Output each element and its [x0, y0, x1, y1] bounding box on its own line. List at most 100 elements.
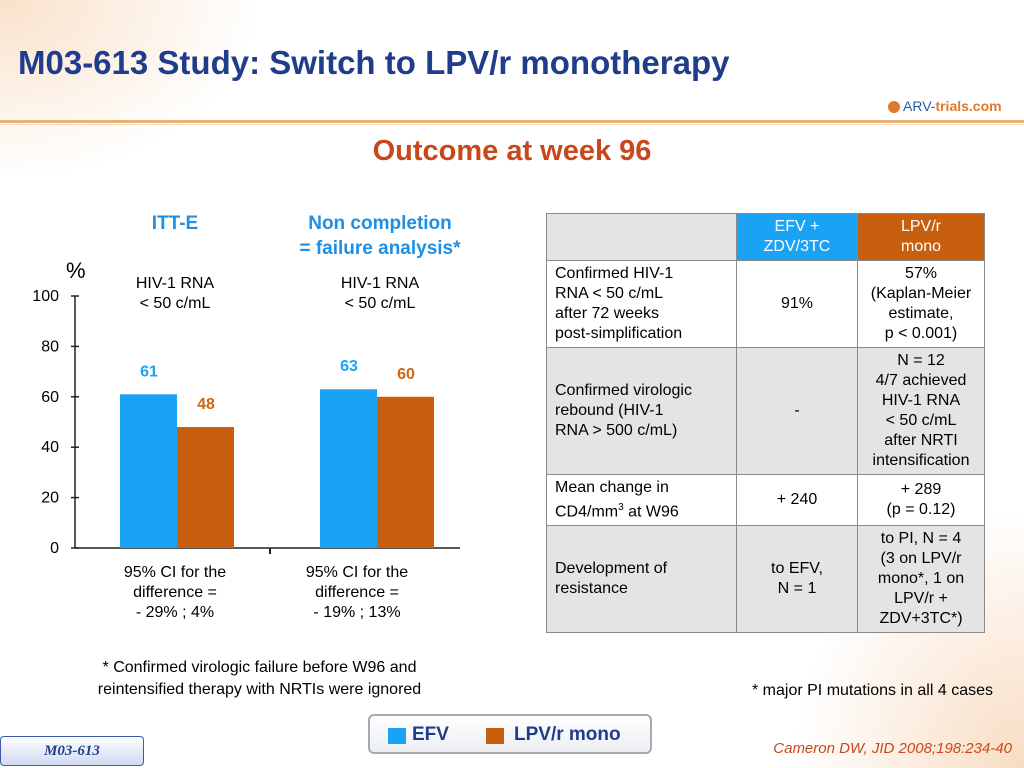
row-2-lpv-line: N = 12 — [897, 352, 945, 369]
row-2-lpv-line: 4/7 achieved — [875, 372, 967, 389]
arv-trials-logo: ARV-trials.com — [888, 98, 1002, 114]
y-tick-label: 80 — [41, 338, 59, 355]
logo-icon — [888, 101, 900, 114]
row-1-lpv-line: estimate, — [888, 305, 954, 322]
row-2-lpv-line: after NRTI — [884, 432, 958, 449]
panel-1-ci: 95% CI for the difference = - 29% ; 4% — [100, 563, 250, 623]
row-3-lpv-line: + 289 — [900, 481, 942, 499]
slide-subtitle: Outcome at week 96 — [372, 135, 652, 167]
bar-lpv-r-mono-1 — [177, 427, 234, 548]
table-row: Confirmed HIV-1 RNA < 50 c/mL after 72 w… — [546, 260, 985, 348]
panel-1-subheading: HIV-1 RNA < 50 c/mL — [105, 274, 245, 314]
data-label: 48 — [197, 396, 215, 413]
row-2-efv-value: - — [794, 402, 800, 419]
row-3-lpv-line: (p = 0.12) — [886, 501, 956, 519]
bar-chart: 0 20 40 60 80 100 61 48 63 60 — [32, 288, 460, 557]
data-label: 60 — [397, 366, 415, 383]
logo-text-1: ARV- — [903, 98, 936, 114]
row-1-lpv-line: (Kaplan-Meier — [870, 285, 972, 302]
panel-2-ci-line1: 95% CI for the — [305, 564, 409, 581]
row-4-label: Development of resistance — [546, 525, 737, 634]
row-3-label: Mean change in CD4/mm3 at W96 — [546, 473, 737, 527]
results-table: EFV + ZDV/3TC LPV/r mono Confirmed HIV-1… — [546, 213, 985, 634]
table-row: Development of resistance to EFV, N = 1 … — [546, 525, 985, 634]
row-4-lpv-line: to PI, N = 4 — [880, 530, 962, 548]
panel-2-ci-line3: - 19% ; 13% — [313, 604, 401, 621]
bar-efv-2 — [320, 389, 377, 548]
row-1-label: Confirmed HIV-1 RNA < 50 c/mL after 72 w… — [546, 260, 737, 348]
row-3-lpv: + 289 (p = 0.12) — [857, 473, 985, 527]
row-2-label-line: RNA > 500 c/mL) — [555, 422, 678, 439]
row-4-lpv-line: LPV/r + — [894, 590, 948, 608]
row-1-lpv-line: 57% — [904, 265, 938, 282]
row-3-label-superscript: 3 — [618, 502, 624, 513]
panel-1-heading-line1: ITT-E — [151, 213, 199, 234]
row-4-lpv-line: (3 on LPV/r — [880, 550, 962, 568]
panel-2-ci-line2: difference = — [315, 584, 399, 601]
row-4-label-line: Development of — [555, 560, 668, 578]
row-1-lpv-line: p < 0.001) — [884, 325, 958, 342]
data-label: 63 — [340, 358, 358, 375]
header-efv-line1: EFV + — [774, 218, 820, 235]
chart-footnote: * Confirmed virologic failure before W96… — [52, 657, 467, 701]
logo-text-2: trials — [935, 98, 969, 114]
row-4-lpv-line: mono*, 1 on — [877, 570, 965, 588]
row-1-lpv: 57% (Kaplan-Meier estimate, p < 0.001) — [857, 260, 985, 348]
panel-2-heading-line1: Non completion — [308, 213, 452, 234]
legend-swatch-efv — [388, 728, 406, 744]
row-4-label-line: resistance — [555, 580, 628, 598]
row-4-efv-line: N = 1 — [777, 580, 817, 598]
panel-1-ci-line3: - 29% ; 4% — [135, 604, 215, 621]
row-1-label-line: Confirmed HIV-1 — [555, 265, 674, 282]
legend-swatch-lpv — [486, 728, 504, 744]
panel-1-ci-line1: 95% CI for the — [123, 564, 227, 581]
row-2-lpv-line: HIV-1 RNA — [881, 392, 961, 409]
table-header-efv: EFV + ZDV/3TC — [736, 213, 858, 261]
row-4-lpv-line: ZDV+3TC*) — [879, 610, 963, 628]
y-tick-label: 20 — [41, 490, 59, 507]
panel-2-heading: Non completion = failure analysis* — [270, 211, 490, 261]
logo-text-3: .com — [968, 98, 1002, 114]
panel-2-ci: 95% CI for the difference = - 19% ; 13% — [282, 563, 432, 623]
table-header-row: EFV + ZDV/3TC LPV/r mono — [546, 213, 985, 261]
panel-2-sub-line1: HIV-1 RNA — [340, 275, 420, 292]
y-tick-label: 0 — [50, 540, 59, 557]
table-row: Mean change in CD4/mm3 at W96 + 240 + 28… — [546, 473, 985, 527]
panel-2-subheading: HIV-1 RNA < 50 c/mL — [310, 274, 450, 314]
y-axis-label: % — [66, 258, 86, 283]
header-lpv-line2: mono — [900, 238, 942, 255]
row-3-label-line: Mean change in — [555, 479, 669, 496]
row-3-efv-value: + 240 — [776, 491, 818, 509]
slide-title: M03-613 Study: Switch to LPV/r monothera… — [18, 44, 730, 81]
row-2-lpv-line: intensification — [872, 452, 970, 469]
header-efv-line2: ZDV/3TC — [763, 238, 831, 255]
legend-label-efv: EFV — [412, 724, 449, 745]
row-1-label-line: RNA < 50 c/mL — [555, 285, 664, 302]
panel-1-sub-line2: < 50 c/mL — [139, 295, 211, 312]
bar-efv-1 — [120, 394, 177, 548]
panel-1-sub-line1: HIV-1 RNA — [135, 275, 215, 292]
row-2-efv: - — [736, 347, 858, 475]
row-4-lpv: to PI, N = 4 (3 on LPV/r mono*, 1 on LPV… — [857, 525, 985, 634]
footnote-line1: * Confirmed virologic failure before W96… — [102, 659, 417, 676]
table-header-lpv: LPV/r mono — [857, 213, 985, 261]
row-1-label-line: after 72 weeks — [555, 305, 660, 322]
panel-1-ci-line2: difference = — [133, 584, 217, 601]
row-2-lpv-line: < 50 c/mL — [885, 412, 957, 429]
panel-1-heading: ITT-E — [120, 211, 230, 236]
row-1-efv-value: 91% — [780, 295, 814, 312]
chart-legend: EFV LPV/r mono — [368, 714, 652, 754]
row-2-label: Confirmed virologic rebound (HIV-1 RNA >… — [546, 347, 737, 475]
row-2-lpv: N = 12 4/7 achieved HIV-1 RNA < 50 c/mL … — [857, 347, 985, 475]
row-3-label-line: CD4/mm3 at W96 — [555, 498, 728, 522]
title-divider — [0, 120, 1024, 123]
footnote-line2: reintensified therapy with NRTIs were ig… — [97, 681, 422, 698]
data-label: 61 — [140, 363, 158, 380]
row-1-label-line: post-simplification — [555, 325, 683, 342]
bar-lpv-r-mono-2 — [377, 396, 434, 548]
row-3-label-part: CD4/mm — [555, 503, 619, 521]
row-4-efv: to EFV, N = 1 — [736, 525, 858, 634]
y-tick-label: 40 — [41, 439, 59, 456]
citation: Cameron DW, JID 2008;198:234-40 — [773, 740, 1012, 757]
panel-2-sub-line2: < 50 c/mL — [344, 295, 416, 312]
